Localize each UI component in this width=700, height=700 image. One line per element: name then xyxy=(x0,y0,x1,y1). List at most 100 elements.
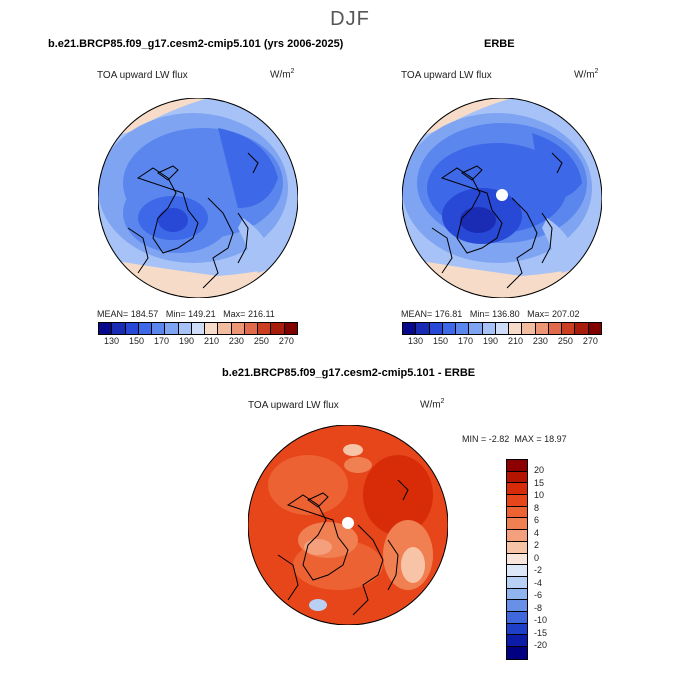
model-stats: MEAN= 184.57 Min= 149.21 Max= 216.11 xyxy=(97,309,275,319)
colorbar-tick-label: 6 xyxy=(534,515,540,525)
model-colorbar-ticks: 130 150 170 190 210 230 250 270 xyxy=(104,336,294,346)
colorbar-swatch xyxy=(575,323,589,334)
colorbar-swatch xyxy=(507,635,527,647)
colorbar-tick-label: 8 xyxy=(534,502,540,513)
colorbar-swatch xyxy=(507,518,527,531)
colorbar-tick-label: 250 xyxy=(557,336,573,346)
colorbar-tick-label: 230 xyxy=(532,336,548,346)
model-max-value: 216.11 xyxy=(247,309,275,319)
colorbar-swatch xyxy=(588,323,601,334)
colorbar-swatch xyxy=(244,323,259,334)
colorbar-tick-label: 10 xyxy=(534,490,545,500)
obs-colorbar-ticks: 130 150 170 190 210 230 250 270 xyxy=(408,336,598,346)
season-title: DJF xyxy=(330,8,370,30)
colorbar-swatch xyxy=(416,323,430,334)
colorbar-swatch xyxy=(403,323,417,334)
colorbar-swatch xyxy=(152,323,166,334)
colorbar-swatch xyxy=(456,323,470,334)
colorbar-swatch xyxy=(507,588,527,601)
diff-polar-map xyxy=(248,425,448,625)
colorbar-tick-label: 20 xyxy=(534,465,545,475)
colorbar-tick-label: 130 xyxy=(104,336,120,346)
model-mean-value: 184.57 xyxy=(130,309,159,319)
colorbar-swatch xyxy=(507,576,527,589)
obs-polar-map xyxy=(402,98,602,298)
colorbar-tick-label: 2 xyxy=(534,540,540,550)
obs-stats: MEAN= 176.81 Min= 136.80 Max= 207.02 xyxy=(401,309,580,319)
obs-units-label: W/m2 xyxy=(574,68,599,81)
colorbar-swatch xyxy=(284,323,297,334)
colorbar-swatch xyxy=(507,611,527,624)
colorbar-swatch xyxy=(442,323,457,334)
colorbar-swatch xyxy=(99,323,113,334)
colorbar-swatch xyxy=(507,541,527,554)
colorbar-swatch xyxy=(218,323,232,334)
colorbar-swatch xyxy=(522,323,536,334)
diff-max-value: 18.97 xyxy=(544,434,567,444)
colorbar-swatch xyxy=(495,323,510,334)
colorbar-swatch xyxy=(507,495,527,507)
model-panel-header: b.e21.BRCP85.f09_g17.cesm2-cmip5.101 (yr… xyxy=(48,38,344,50)
colorbar-tick-label: 270 xyxy=(582,336,598,346)
diff-units-label: W/m2 xyxy=(420,398,445,411)
colorbar-swatch xyxy=(535,323,549,334)
colorbar-swatch xyxy=(548,323,563,334)
colorbar-tick-label: 230 xyxy=(228,336,244,346)
colorbar-tick-label: 130 xyxy=(408,336,424,346)
colorbar-swatch xyxy=(205,323,219,334)
colorbar-tick-label: -6 xyxy=(534,590,543,600)
colorbar-tick-label: -20 xyxy=(534,640,548,650)
colorbar-tick-label: 270 xyxy=(278,336,294,346)
colorbar-tick-label: 15 xyxy=(534,477,545,488)
colorbar-tick-label: -8 xyxy=(534,602,543,613)
colorbar-tick-label: 170 xyxy=(153,336,169,346)
colorbar-swatch xyxy=(507,623,527,636)
obs-panel-header: ERBE xyxy=(484,38,515,50)
colorbar-swatch xyxy=(507,565,527,577)
diff-panel-header: b.e21.BRCP85.f09_g17.cesm2-cmip5.101 - E… xyxy=(222,367,476,379)
colorbar-swatch xyxy=(507,471,527,484)
colorbar-swatch xyxy=(562,323,576,334)
colorbar-swatch xyxy=(507,600,527,612)
colorbar-tick-label: 250 xyxy=(253,336,269,346)
colorbar-tick-label: -15 xyxy=(534,627,548,638)
diff-min-value: -2.82 xyxy=(488,434,510,444)
obs-max-value: 207.02 xyxy=(551,309,580,319)
colorbar-tick-label: 190 xyxy=(178,336,194,346)
colorbar-tick-label: 210 xyxy=(203,336,219,346)
model-units-label: W/m2 xyxy=(270,68,295,81)
colorbar-swatch xyxy=(507,647,527,659)
diff-stats: MIN = -2.82 MAX = 18.97 xyxy=(462,434,567,444)
colorbar-tick-label: 190 xyxy=(482,336,498,346)
obs-colorbar xyxy=(402,322,602,335)
colorbar-swatch xyxy=(507,483,527,496)
colorbar-swatch xyxy=(507,553,527,566)
colorbar-swatch xyxy=(165,323,179,334)
colorbar-swatch xyxy=(125,323,139,334)
colorbar-tick-label: 150 xyxy=(432,336,449,346)
colorbar-swatch xyxy=(469,323,483,334)
colorbar-tick-label: -10 xyxy=(534,615,548,625)
colorbar-swatch xyxy=(507,506,527,519)
colorbar-swatch xyxy=(509,323,523,334)
diff-colorbar-ticks: 20 15 10 8 6 4 2 0 -2 -4 -6 -8 -10 -15 -20 xyxy=(534,464,547,652)
diff-colorbar xyxy=(506,459,528,660)
obs-mean-value: 176.81 xyxy=(434,309,463,319)
colorbar-tick-label: 170 xyxy=(457,336,473,346)
colorbar-tick-label: -4 xyxy=(534,577,543,588)
colorbar-swatch xyxy=(258,323,272,334)
colorbar-swatch xyxy=(507,460,527,472)
colorbar-swatch xyxy=(429,323,443,334)
colorbar-swatch xyxy=(231,323,245,334)
colorbar-tick-label: 150 xyxy=(128,336,145,346)
model-min-value: 149.21 xyxy=(188,309,216,319)
diff-variable-label: TOA upward LW flux xyxy=(248,400,339,411)
obs-variable-label: TOA upward LW flux xyxy=(401,70,492,81)
colorbar-swatch xyxy=(112,323,126,334)
obs-min-value: 136.80 xyxy=(492,309,520,319)
model-colorbar xyxy=(98,322,298,335)
colorbar-swatch xyxy=(482,323,496,334)
colorbar-swatch xyxy=(138,323,153,334)
colorbar-tick-label: 0 xyxy=(534,552,540,563)
colorbar-swatch xyxy=(191,323,206,334)
